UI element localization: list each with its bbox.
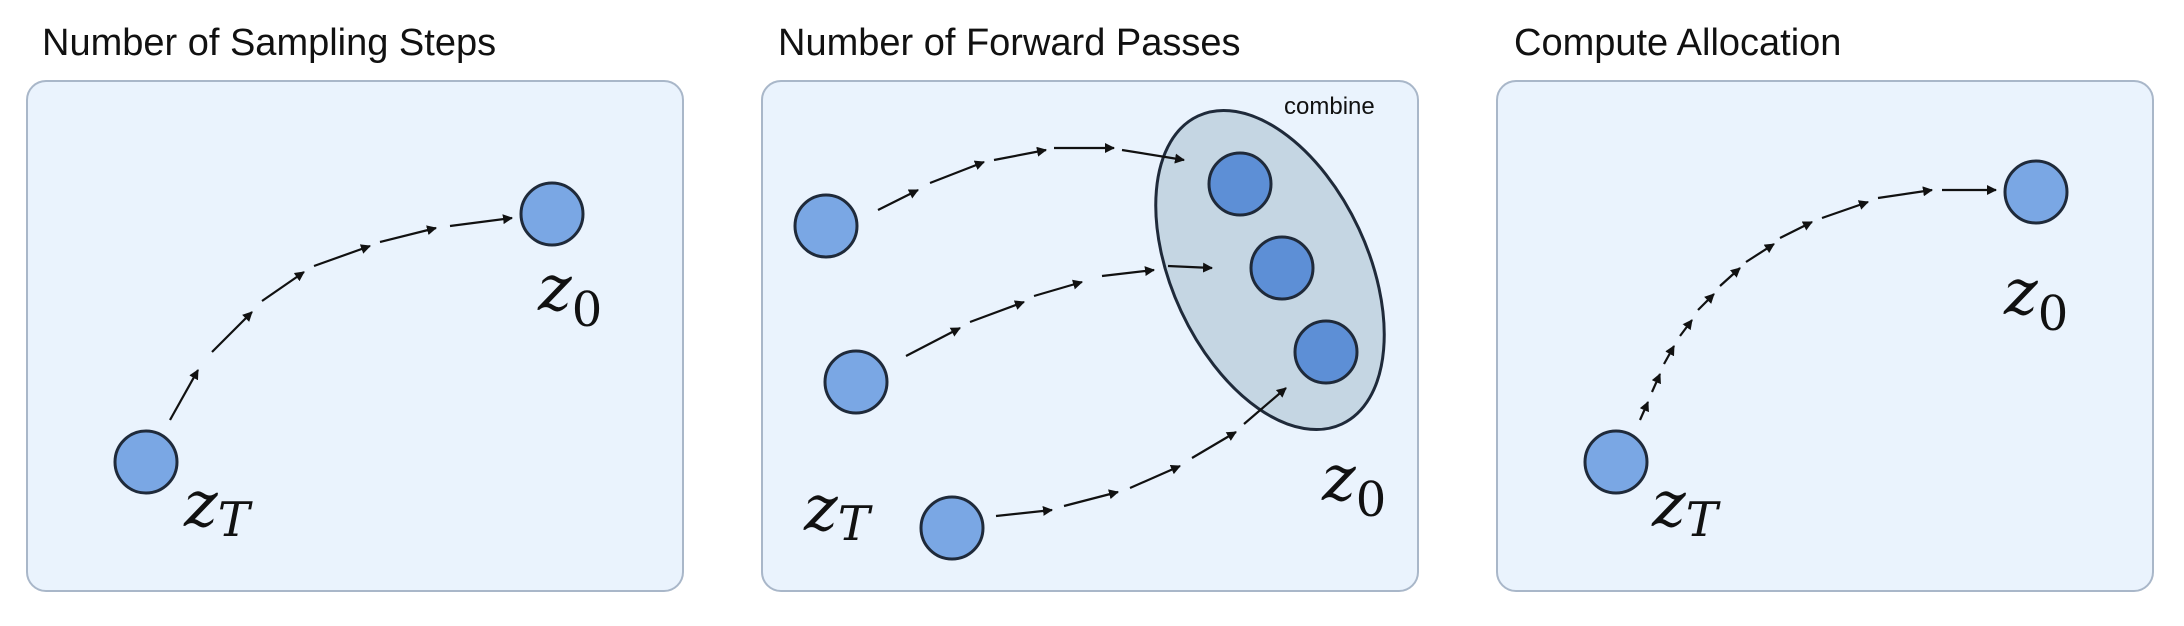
step-arrow [1679, 319, 1693, 337]
step-arrow [1638, 401, 1650, 421]
label-z0: z0 [537, 252, 602, 338]
step-arrow [1663, 345, 1675, 365]
step-arrow [1821, 200, 1869, 220]
step-arrow [169, 369, 199, 421]
step-arrow [1167, 262, 1213, 273]
panel-title-forward-passes: Number of Forward Passes [778, 22, 1241, 64]
step-arrow [929, 160, 985, 185]
end-node-z0 [2003, 159, 2069, 225]
label-z0: z0 [1321, 442, 1386, 528]
step-arrow [1033, 279, 1083, 298]
label-zT: zT [1651, 468, 1721, 548]
end-node-bottom [1293, 319, 1359, 385]
step-arrow [313, 244, 371, 268]
step-arrow [905, 327, 961, 357]
end-node-z0 [519, 181, 585, 247]
step-arrow [379, 225, 437, 244]
step-arrow [1877, 186, 1933, 200]
step-arrow [1719, 267, 1741, 287]
start-node-middle [823, 349, 889, 415]
end-node-middle [1249, 235, 1315, 301]
step-arrow [995, 505, 1053, 518]
step-arrow [1243, 387, 1287, 425]
step-arrow [1650, 373, 1662, 393]
trajectory-sampling-steps [169, 214, 513, 421]
label-z0: z0 [2003, 256, 2068, 342]
label-zT: zT [183, 468, 253, 548]
step-arrow [1191, 431, 1237, 459]
panel-sampling-steps [26, 80, 684, 592]
start-node-top [793, 193, 859, 259]
step-arrow [211, 311, 253, 353]
panel-title-sampling-steps: Number of Sampling Steps [42, 22, 497, 64]
trajectory-bottom [995, 387, 1287, 518]
step-arrow [1697, 293, 1715, 311]
step-arrow [1101, 266, 1155, 278]
step-arrow [1129, 464, 1181, 490]
start-node-zT [1583, 429, 1649, 495]
end-node-top [1207, 151, 1273, 217]
trajectory-compute-allocation [1638, 185, 1997, 421]
panel-title-compute-allocation: Compute Allocation [1514, 22, 1842, 64]
step-arrow [877, 189, 919, 211]
start-node-zT [113, 429, 179, 495]
step-arrow [1779, 221, 1813, 239]
step-arrow [1063, 489, 1119, 508]
trajectory-middle [905, 262, 1213, 357]
step-arrow [1121, 148, 1185, 164]
label-zT: zT [803, 472, 873, 552]
step-arrow [449, 214, 513, 228]
start-node-bottom [919, 495, 985, 561]
combine-label: combine [1284, 93, 1375, 120]
step-arrow [261, 271, 305, 302]
step-arrow [993, 146, 1047, 162]
step-arrow [969, 300, 1025, 324]
trajectory-top [877, 143, 1185, 211]
step-arrow [1745, 243, 1775, 263]
